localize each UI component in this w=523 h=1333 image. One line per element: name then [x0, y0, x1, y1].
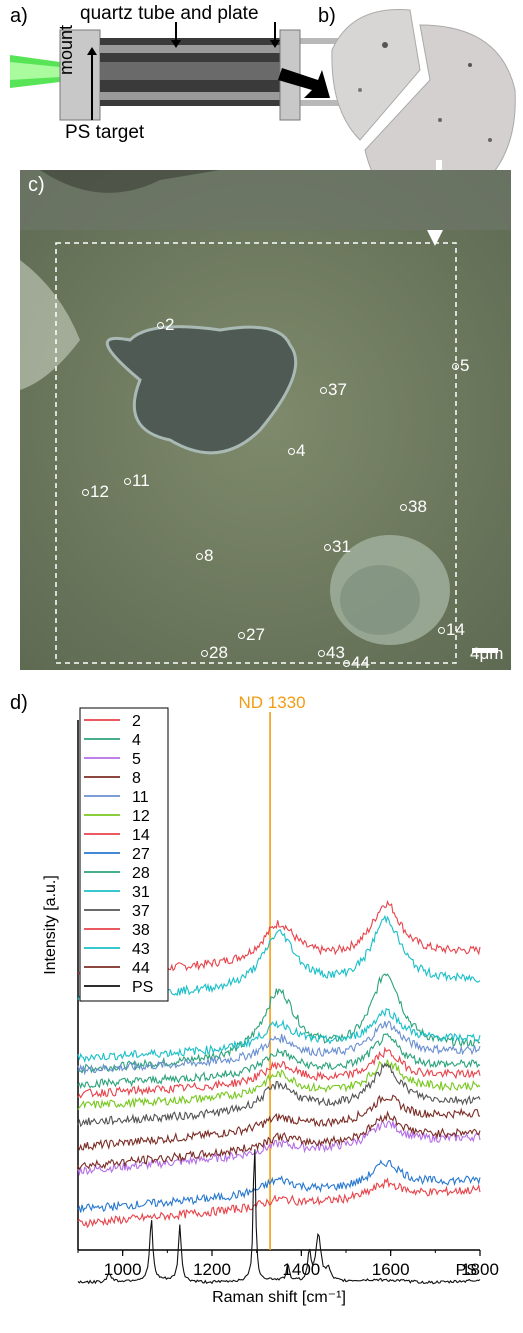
point-label: 37	[328, 380, 347, 399]
series-line-4	[77, 973, 481, 1074]
point-label: 8	[204, 546, 214, 565]
x-tick-label: 1200	[193, 1260, 231, 1279]
legend-label-5: 5	[132, 751, 141, 768]
point-label: 2	[165, 315, 175, 334]
point-marker-icon	[400, 503, 407, 511]
x-tick-label: 1600	[372, 1260, 410, 1279]
point-marker-icon	[82, 488, 89, 496]
point-marker-icon	[452, 362, 459, 370]
point-label: 14	[446, 620, 465, 639]
sample-point-37: 37	[320, 380, 347, 400]
legend-label-31: 31	[132, 884, 150, 901]
series-line-31	[77, 1007, 481, 1064]
legend-label-38: 38	[132, 922, 150, 939]
point-marker-icon	[157, 321, 164, 329]
point-marker-icon	[288, 447, 295, 455]
sample-point-31: 31	[324, 537, 351, 557]
series-line-5	[77, 1119, 481, 1177]
sample-point-11: 11	[124, 471, 150, 491]
point-marker-icon	[438, 626, 445, 634]
legend-label-12: 12	[132, 808, 150, 825]
legend-label-4: 4	[132, 732, 141, 749]
plate-fragment-left	[331, 9, 421, 141]
sample-point-5: 5	[452, 356, 469, 376]
sample-point-12: 12	[82, 482, 109, 502]
legend-label-43: 43	[132, 941, 150, 958]
panel-label-c: c)	[28, 174, 45, 196]
scan-area-box	[55, 242, 457, 664]
point-marker-icon	[318, 649, 325, 657]
mount-label: mount	[56, 24, 76, 75]
point-marker-icon	[320, 386, 327, 394]
sample-point-44: 44	[343, 653, 370, 673]
series-line-27	[77, 1159, 481, 1213]
sample-point-4: 4	[288, 441, 305, 461]
point-marker-icon	[196, 552, 203, 560]
plate-fragment-right	[364, 24, 516, 170]
x-tick-label: 1800	[461, 1260, 499, 1279]
y-axis-label: Intensity [a.u.]	[42, 875, 59, 975]
x-tick-label: 1400	[282, 1260, 320, 1279]
series-line-14	[77, 1177, 481, 1229]
point-label: 31	[332, 537, 351, 556]
legend-label-2: 2	[132, 713, 141, 730]
point-label: 38	[408, 497, 427, 516]
point-label: 4	[296, 441, 306, 460]
point-marker-icon	[343, 659, 350, 667]
series-line-12	[77, 1059, 481, 1110]
point-label: 5	[460, 356, 470, 375]
legend-label-14: 14	[132, 827, 150, 844]
legend-label-8: 8	[132, 770, 141, 787]
micrograph-image	[20, 170, 511, 670]
apparatus-illustration	[10, 9, 516, 170]
reference-line-label: ND 1330	[239, 693, 306, 712]
point-label: 11	[132, 471, 150, 490]
panel-label-b: b)	[318, 5, 336, 27]
series-line-PS	[77, 1149, 481, 1285]
point-label: 44	[351, 653, 370, 672]
legend-label-11: 11	[132, 789, 149, 806]
x-axis-label: Raman shift [cm⁻¹]	[212, 1289, 346, 1306]
tube-label: quartz tube and plate	[80, 3, 259, 24]
series-line-28	[77, 1033, 481, 1090]
sample-point-38: 38	[400, 497, 427, 517]
point-label: 12	[90, 482, 109, 501]
ps-series-label: PS	[456, 1262, 477, 1279]
legend-label-PS: PS	[132, 979, 153, 996]
sample-point-27: 27	[238, 625, 265, 645]
down-arrow-icon	[427, 230, 443, 246]
panel-label-d: d)	[10, 692, 28, 714]
point-label: 27	[246, 625, 265, 644]
legend-label-44: 44	[132, 960, 150, 977]
sample-point-2: 2	[157, 315, 174, 335]
point-marker-icon	[238, 631, 245, 639]
mount-block	[59, 29, 101, 121]
legend-label-37: 37	[132, 903, 150, 920]
series-line-11	[77, 1020, 481, 1076]
x-tick-label: 1000	[104, 1260, 142, 1279]
spectra-chart: 1000 1200 1400 1600 1800 Raman shift [cm⁻¹] In…	[42, 693, 499, 1306]
sample-point-8: 8	[196, 546, 213, 566]
series-line-37	[77, 1062, 481, 1128]
series-line-38	[77, 1046, 481, 1099]
point-marker-icon	[324, 543, 331, 551]
panel-label-a: a)	[10, 5, 28, 27]
sample-point-14: 14	[438, 620, 465, 640]
scale-label: 4μm	[470, 644, 504, 663]
point-marker-icon	[201, 649, 208, 657]
series-line-44	[77, 1110, 481, 1171]
sample-point-43: 43	[318, 643, 345, 663]
legend-label-28: 28	[132, 865, 150, 882]
micrograph: 2 37 5 4 11 12 38 8 31 27 28 43 44 14 c) 4μm	[20, 170, 511, 673]
point-marker-icon	[124, 477, 131, 485]
series-line-8	[77, 1094, 481, 1151]
crater-large	[106, 325, 298, 455]
point-label: 43	[326, 643, 345, 662]
point-label: 28	[209, 643, 228, 662]
sample-point-28: 28	[201, 643, 228, 663]
scale-bar	[472, 648, 498, 653]
legend-box	[79, 707, 169, 1002]
target-label: PS target	[65, 122, 145, 143]
legend-label-27: 27	[132, 846, 150, 863]
